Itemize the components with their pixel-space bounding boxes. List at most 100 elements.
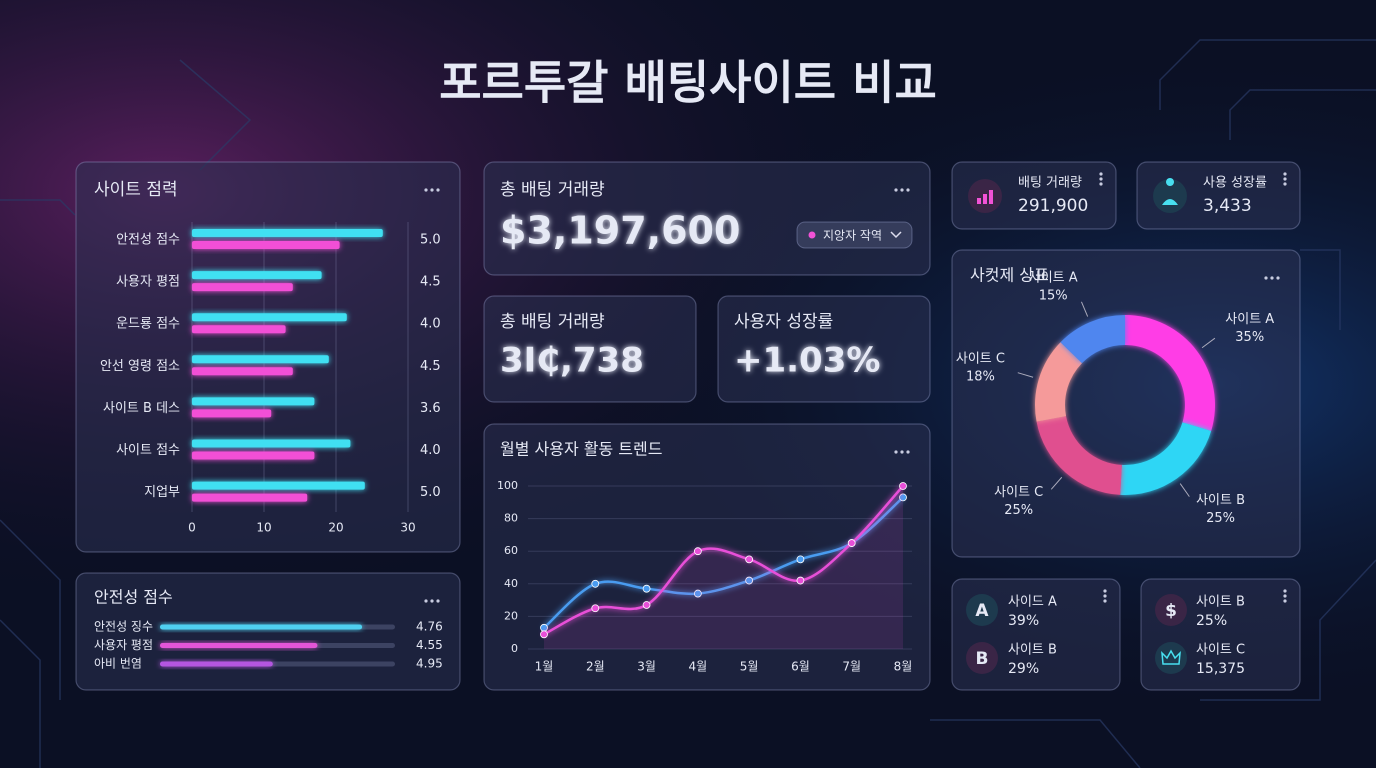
card-title: 총 배팅 거래량 [500, 312, 605, 332]
y-tick-label: 사용자 평점 [116, 275, 180, 290]
progress-bar [160, 624, 363, 630]
leader-line [1179, 483, 1190, 497]
x-tick-label: 30 [400, 521, 415, 535]
x-tick-label: 7월 [842, 660, 861, 674]
bar [192, 397, 315, 406]
slice-label: 사이트 C [956, 352, 1005, 367]
leader-line [1201, 337, 1216, 349]
kpi-value: 3,433 [1203, 196, 1252, 216]
icon-crown [1161, 649, 1181, 665]
row-label: 안전성 징수 [94, 620, 153, 634]
card-title: 사용자 성장률 [734, 312, 833, 332]
icon-user [1162, 177, 1178, 205]
menu-button[interactable] [424, 599, 440, 603]
site-value: 25% [1196, 613, 1227, 629]
dropdown[interactable]: 지앙자 작역 [796, 221, 913, 249]
icon-bg [1155, 594, 1187, 626]
card [483, 295, 697, 403]
bar [192, 229, 383, 237]
menu-dot [1283, 182, 1287, 186]
point [796, 555, 805, 564]
leader-line [1017, 372, 1034, 378]
page-title: 포르투갈 배팅사이트 비교 [439, 56, 937, 110]
x-tick-label: 6월 [791, 660, 810, 674]
card [951, 249, 1301, 558]
point [591, 579, 600, 588]
bar [192, 241, 340, 249]
kpi-value: 3I₵,738 [500, 341, 644, 381]
menu-button[interactable] [424, 188, 440, 192]
card [75, 572, 461, 691]
card-title: 사컷제 상표 [970, 266, 1049, 285]
menu-button[interactable] [1264, 276, 1280, 280]
icon-bg [1153, 179, 1187, 213]
menu-dot [430, 188, 434, 192]
point [899, 493, 907, 502]
menu-button[interactable] [1103, 589, 1107, 603]
row-label: 아비 번염 [94, 657, 142, 671]
icon-bg [966, 642, 998, 674]
y-tick-label: 안전성 점수 [116, 233, 180, 248]
card [951, 161, 1117, 230]
card-title: 사이트 점력 [94, 180, 178, 200]
y-tick-label: 사이트 점수 [116, 443, 180, 458]
slice-value: 25% [1206, 511, 1235, 526]
score-label: 4.0 [420, 443, 441, 458]
y-tick-label: 사이트 B 데스 [103, 401, 180, 416]
point [693, 547, 702, 556]
dropdown-box [796, 221, 913, 249]
y-tick-label: 80 [504, 512, 518, 525]
menu-dot [1283, 594, 1287, 598]
y-tick-label: 안선 영령 점소 [100, 359, 180, 374]
x-tick-label: 0 [188, 521, 196, 535]
circuit-lines [0, 39, 1376, 768]
card [483, 423, 931, 691]
dropdown-label: 지앙자 작역 [823, 229, 882, 243]
donut-slice [1125, 315, 1215, 431]
menu-dot [436, 599, 440, 603]
menu-dot [1283, 172, 1287, 176]
menu-dot [1103, 589, 1107, 593]
score-label: 4.55 [416, 638, 443, 652]
point [796, 576, 805, 585]
x-tick-label: 20 [328, 521, 343, 535]
score-label: 5.0 [420, 233, 441, 248]
bar [192, 325, 286, 334]
chevron [890, 231, 902, 239]
slice-value: 18% [966, 370, 995, 385]
menu-button[interactable] [1283, 172, 1287, 186]
bar [192, 451, 315, 460]
menu-button[interactable] [1283, 589, 1287, 603]
menu-dot [906, 188, 910, 192]
score-label: 4.0 [420, 317, 441, 332]
menu-button[interactable] [1099, 172, 1103, 186]
kpi-value: +1.03% [734, 341, 880, 381]
slice-label: 사이트 A [1225, 312, 1274, 327]
point [693, 589, 702, 598]
menu-dot [424, 599, 428, 603]
card-title: 월별 사용자 활동 트렌드 [500, 440, 662, 459]
donut-slice [1035, 342, 1083, 422]
bar [192, 481, 365, 490]
y-tick-label: 20 [504, 609, 518, 622]
leader-line [1080, 301, 1089, 317]
score-label: 3.6 [420, 401, 441, 416]
point [642, 601, 651, 609]
y-tick-label: 0 [511, 642, 518, 655]
site-name: 사이트 B [1008, 643, 1057, 658]
bar [192, 313, 347, 322]
menu-dot [1264, 276, 1268, 280]
slice-value: 25% [1004, 503, 1033, 518]
x-tick-label: 8월 [894, 660, 913, 674]
bar [192, 283, 293, 292]
score-label: 4.95 [416, 657, 443, 671]
point [899, 482, 907, 490]
slice-label: 사이트 B [1196, 493, 1245, 508]
point [745, 576, 754, 585]
menu-dot [900, 188, 904, 192]
menu-button[interactable] [894, 188, 910, 192]
menu-button[interactable] [894, 450, 910, 454]
bar [192, 271, 322, 280]
